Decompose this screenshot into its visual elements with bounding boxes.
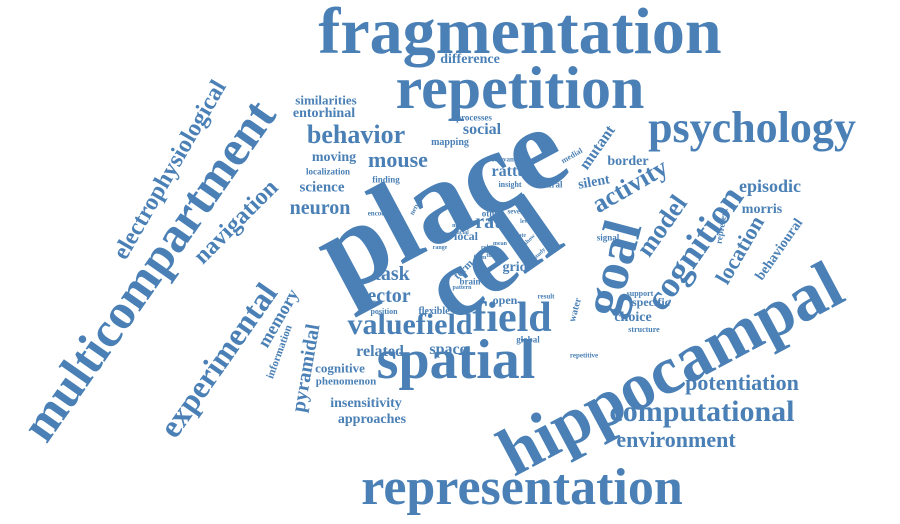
word: spatial bbox=[376, 329, 536, 391]
word: fragmentation bbox=[318, 0, 722, 68]
word: range bbox=[432, 245, 448, 251]
word: difference bbox=[440, 52, 500, 67]
word: vector bbox=[357, 285, 411, 307]
word: psychology bbox=[648, 103, 856, 152]
word: specific bbox=[632, 295, 670, 309]
word: level bbox=[520, 219, 532, 225]
word: social bbox=[462, 121, 502, 138]
word: task bbox=[374, 263, 410, 285]
word: space bbox=[429, 341, 467, 358]
word: crucial bbox=[451, 230, 469, 236]
word: similarities bbox=[295, 92, 357, 108]
word: processes bbox=[456, 112, 492, 123]
word: grid bbox=[502, 260, 528, 275]
word: signal bbox=[596, 232, 620, 243]
word: rat bbox=[475, 211, 501, 233]
word: relevant bbox=[491, 155, 517, 164]
word: episodic bbox=[738, 176, 802, 196]
word: computational bbox=[609, 395, 795, 428]
word: related bbox=[356, 343, 404, 360]
word: flexible bbox=[418, 306, 450, 317]
word: science bbox=[299, 179, 345, 196]
word: repetitive bbox=[569, 351, 599, 360]
word: several bbox=[507, 207, 529, 216]
word: repetition bbox=[395, 55, 645, 121]
word: neuron bbox=[289, 197, 351, 219]
word: open bbox=[492, 293, 518, 307]
word: local bbox=[454, 229, 478, 243]
word: pattern bbox=[452, 285, 472, 291]
word: encode bbox=[367, 209, 389, 218]
word: support bbox=[626, 289, 654, 298]
word: position bbox=[370, 307, 398, 316]
word: role bbox=[481, 245, 491, 251]
word: behavior bbox=[306, 120, 406, 149]
word: structure bbox=[628, 325, 660, 334]
word: state bbox=[514, 233, 526, 239]
word: rattus bbox=[491, 163, 533, 180]
word: result bbox=[537, 292, 555, 301]
word: approaches bbox=[337, 412, 407, 427]
word: water bbox=[567, 296, 584, 324]
word: cognitive bbox=[315, 360, 365, 376]
word: localization bbox=[306, 166, 350, 177]
word: multicompartment bbox=[9, 89, 287, 451]
word: potentiation bbox=[685, 370, 799, 395]
word: representation bbox=[361, 459, 683, 516]
word: environment bbox=[616, 427, 736, 452]
word: finding bbox=[372, 174, 400, 185]
word: mouse bbox=[368, 147, 428, 172]
word: experimental bbox=[151, 276, 285, 444]
word: insensitivity bbox=[330, 396, 402, 411]
word: global bbox=[516, 334, 540, 345]
word: morris bbox=[741, 202, 783, 217]
word: major bbox=[452, 223, 468, 229]
word: time bbox=[486, 253, 498, 259]
word: entorhinal bbox=[292, 106, 356, 121]
word: moving bbox=[311, 150, 357, 165]
word: other bbox=[481, 208, 503, 219]
word: form bbox=[473, 255, 487, 261]
word: choice bbox=[614, 310, 652, 325]
word: field bbox=[472, 295, 552, 341]
word: insight bbox=[498, 180, 522, 189]
word: valuefield bbox=[347, 308, 473, 341]
word: neural bbox=[537, 179, 563, 190]
word: border bbox=[607, 154, 649, 169]
word: phenomenon bbox=[315, 375, 377, 388]
word: brain bbox=[459, 276, 481, 287]
word: mapping bbox=[431, 137, 469, 148]
word: mean bbox=[493, 241, 507, 247]
